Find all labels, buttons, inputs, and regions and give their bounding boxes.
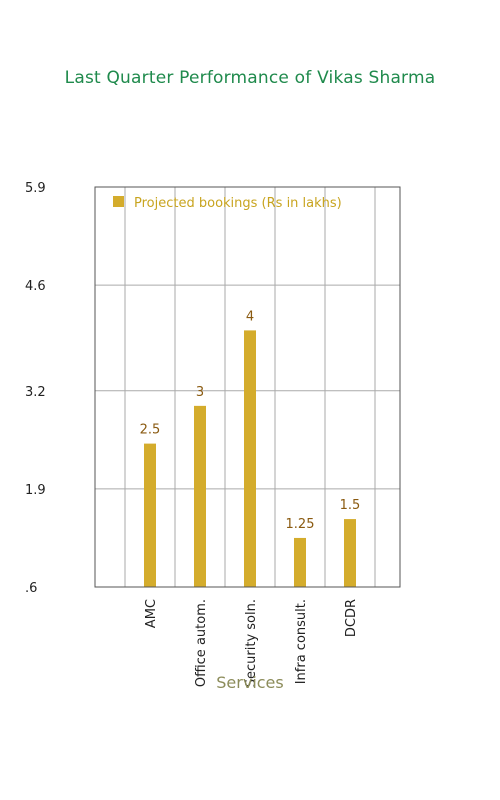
bars-layer (144, 330, 356, 587)
legend: Projected bookings (Rs in lakhs) (113, 196, 342, 211)
bar (144, 443, 156, 587)
data-label: 1.25 (286, 517, 315, 532)
data-label: 1.5 (340, 498, 361, 513)
chart-title: Last Quarter Performance of Vikas Sharma (64, 68, 436, 88)
y-tick-label: 5.9 (25, 181, 46, 196)
bar (344, 519, 356, 587)
bar (194, 405, 206, 587)
data-label: 4 (246, 309, 254, 324)
y-tick-label: 1.9 (25, 483, 46, 498)
legend-swatch (113, 196, 124, 207)
y-tick-label: .6 (25, 581, 37, 596)
x-axis-label: Services (216, 673, 283, 692)
x-axis-ticks: AMC Office autom. Security soln. Infra cons… (144, 599, 359, 687)
bar (294, 537, 306, 587)
data-labels: 2.5 3 4 1.25 1.5 (140, 309, 361, 532)
y-axis-ticks: .6 1.9 3.2 4.6 5.9 (25, 181, 46, 596)
plot-frame (94, 186, 401, 588)
x-tick-label: Office autom. (194, 599, 209, 687)
x-tick-label: AMC (144, 599, 159, 628)
data-label: 2.5 (140, 423, 161, 438)
data-label: 3 (196, 385, 204, 400)
x-tick-label: DCDR (344, 599, 359, 637)
y-tick-label: 3.2 (25, 385, 46, 400)
plot-border (94, 186, 401, 588)
x-tick-label: Infra consult. (294, 599, 309, 684)
x-tick-label: Security soln. (244, 599, 259, 687)
legend-label: Projected bookings (Rs in lakhs) (134, 196, 342, 211)
bar (244, 330, 256, 587)
y-tick-label: 4.6 (25, 279, 46, 294)
